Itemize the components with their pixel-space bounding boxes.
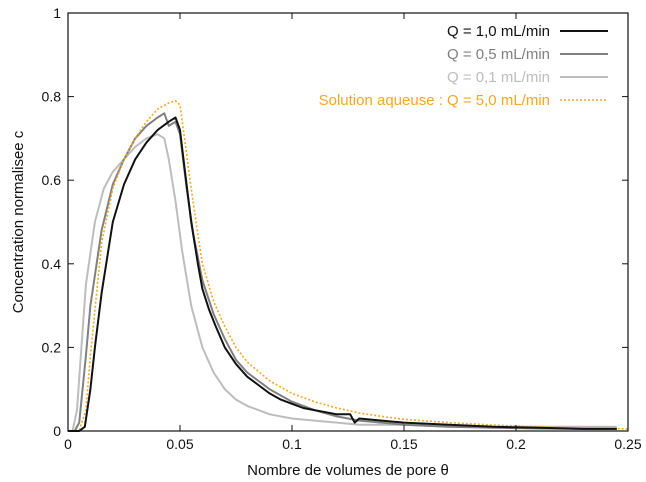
- series-line-2: [68, 112, 617, 432]
- series-layer: [68, 100, 629, 432]
- y-axis-title: Concentration normalisee c: [10, 130, 27, 313]
- legend-label-1: Q = 1,0 mL/min: [447, 23, 550, 40]
- y-tick-label: 1: [53, 5, 61, 21]
- y-tick-label: 0.2: [42, 339, 62, 355]
- series-line-3: [68, 133, 617, 432]
- x-tick-label: 0: [64, 436, 72, 452]
- legend-label-3: Q = 0,1 mL/min: [447, 69, 550, 86]
- legend-label-4: Solution aqueuse : Q = 5,0 mL/min: [319, 92, 550, 109]
- y-tick-label: 0: [53, 423, 61, 439]
- y-tick-label: 0.8: [42, 89, 62, 105]
- series-line-1: [68, 116, 617, 432]
- y-tick-label: 0.4: [42, 256, 62, 272]
- legend: Q = 1,0 mL/min Q = 0,5 mL/min Q = 0,1 mL/m…: [319, 23, 608, 109]
- y-tick-label: 0.6: [42, 172, 62, 188]
- legend-label-2: Q = 0,5 mL/min: [447, 46, 550, 63]
- x-tick-label: 0.1: [282, 436, 302, 452]
- x-axis-title: Nombre de volumes de pore θ: [247, 462, 449, 479]
- x-tick-label: 0.15: [390, 436, 417, 452]
- ticks-layer: 0 0.05 0.1 0.15 0.2 0.25 0 0.2 0.4 0.6 0.8 1: [42, 5, 642, 452]
- series-line-4: [68, 100, 629, 432]
- plot-frame: [67, 12, 629, 432]
- x-tick-label: 0.25: [614, 436, 641, 452]
- x-tick-label: 0.2: [506, 436, 526, 452]
- x-tick-label: 0.05: [166, 436, 193, 452]
